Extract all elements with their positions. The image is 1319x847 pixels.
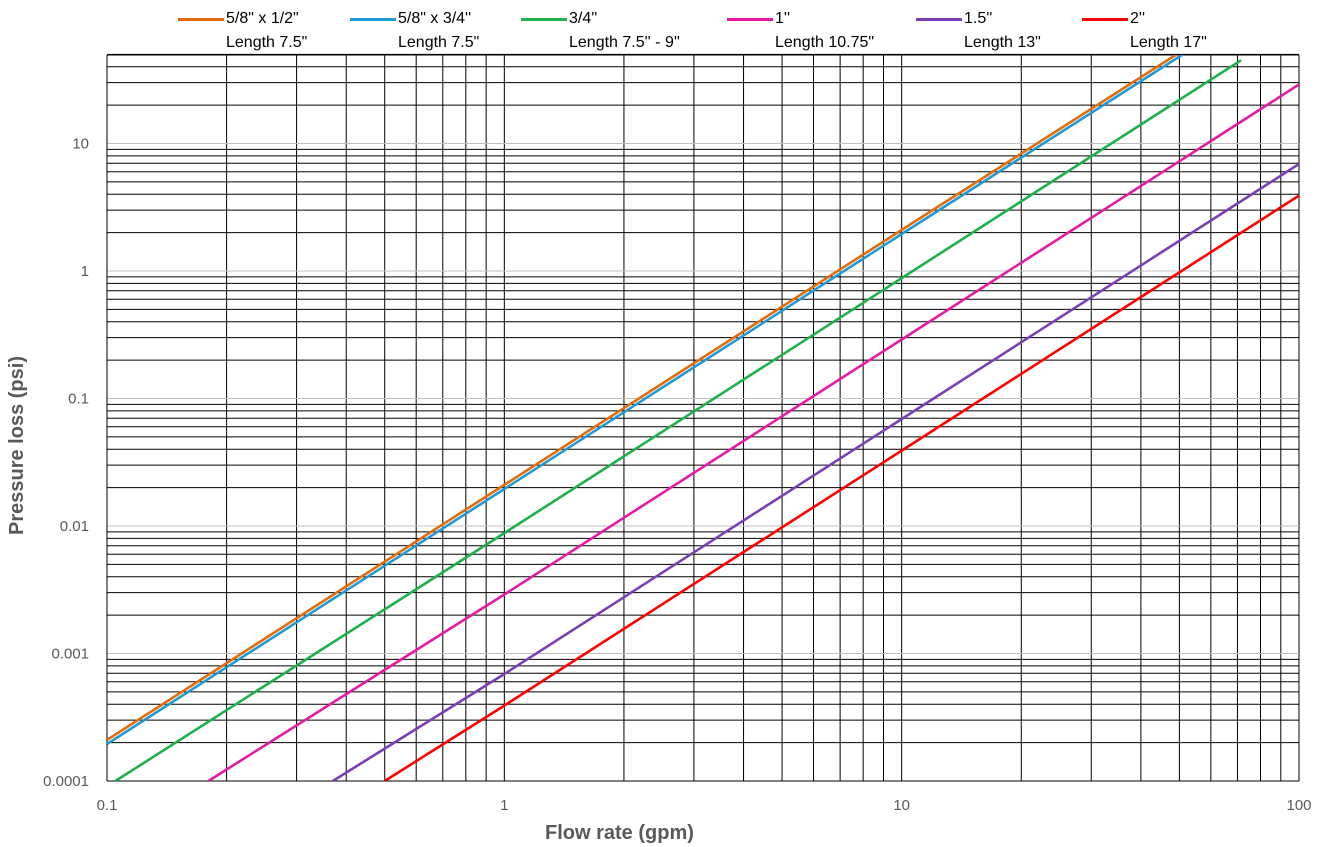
y-tick-label: 0.1	[68, 391, 89, 408]
legend-series-length: Length 7.5"	[226, 34, 308, 51]
legend-series-name: 1''	[775, 10, 791, 27]
x-tick-label: 1	[500, 797, 508, 814]
legend-swatch	[350, 18, 396, 21]
y-tick-label: 1	[81, 263, 89, 280]
y-axis-title: Pressure loss (psi)	[5, 356, 28, 535]
series-lines	[107, 55, 1299, 781]
series-line-3	[114, 59, 1242, 781]
legend-series-name: 2''	[1130, 10, 1146, 27]
legend-series-length: Length 17"	[1130, 34, 1207, 51]
legend-swatch	[916, 18, 962, 21]
grid	[106, 53, 1300, 782]
legend: 5/8" x 1/2" Length 7.5" 5/8" x 3/4'' Length…	[0, 0, 1319, 56]
x-tick-label: 0.1	[97, 797, 118, 814]
legend-series-name: 1.5''	[964, 10, 993, 27]
legend-series-name: 5/8" x 1/2"	[226, 10, 299, 27]
y-tick-label: 0.0001	[43, 773, 89, 790]
x-tick-label: 10	[893, 797, 910, 814]
y-tick-label: 0.001	[51, 646, 89, 663]
legend-swatch	[727, 18, 773, 21]
legend-swatch	[1082, 18, 1128, 21]
tick-labels: 0.1 1 10 100 0.0001 0.001 0.01 0.1 1 10	[43, 136, 1311, 815]
y-tick-label: 0.01	[60, 518, 89, 535]
legend-series-length: Length 7.5"	[398, 34, 480, 51]
x-tick-label: 100	[1286, 797, 1311, 814]
y-tick-label: 10	[72, 136, 89, 153]
legend-swatch	[178, 18, 224, 21]
legend-swatch	[521, 18, 567, 21]
legend-series-name: 3/4''	[569, 10, 598, 27]
legend-series-length: Length 7.5'' - 9''	[569, 34, 680, 51]
series-line-6	[384, 194, 1299, 781]
x-axis-title: Flow rate (gpm)	[545, 822, 694, 844]
series-line-2	[107, 55, 1184, 746]
legend-series-length: Length 13"	[964, 34, 1041, 51]
series-line-4	[207, 83, 1299, 781]
series-line-5	[332, 162, 1299, 781]
series-line-1	[107, 55, 1178, 741]
legend-series-length: Length 10.75"	[775, 34, 875, 51]
legend-series-name: 5/8" x 3/4''	[398, 10, 472, 27]
